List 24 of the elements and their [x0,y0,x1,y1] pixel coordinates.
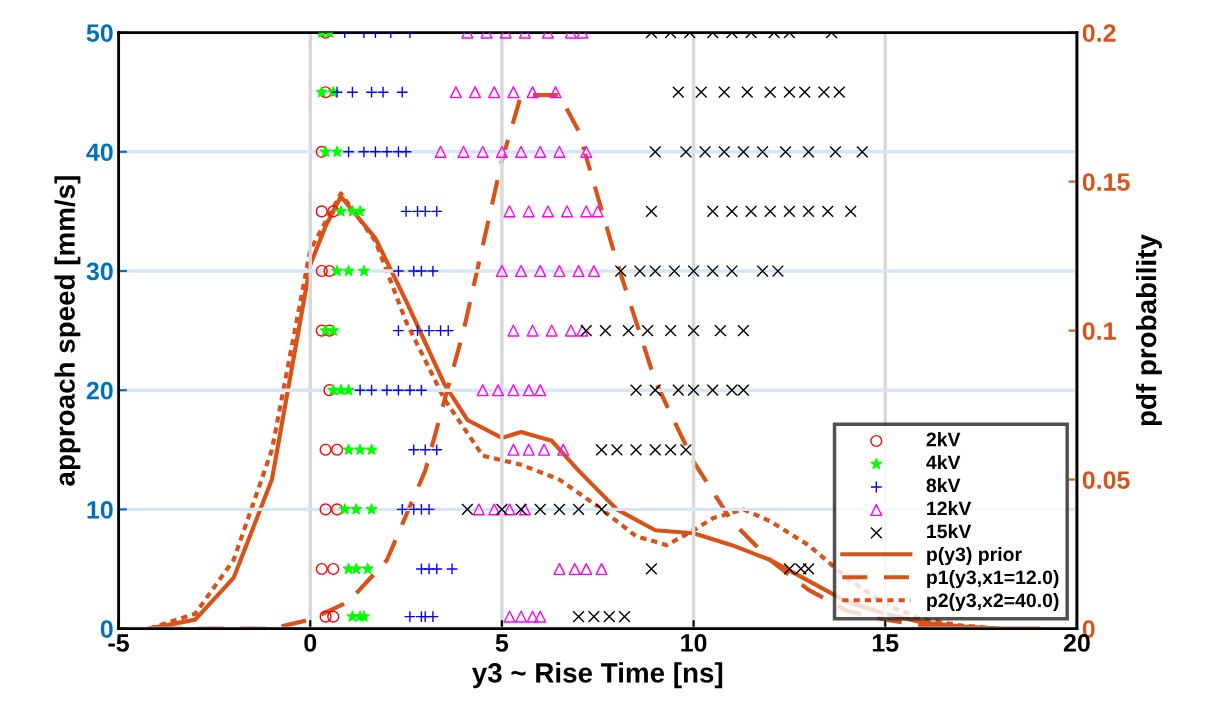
legend-label: 4kV [926,455,961,470]
legend-label: 12kV [927,501,972,516]
y-tick-label: 40 [86,143,113,162]
legend-label: 15kV [927,523,972,539]
y2-tick-label: 0.15 [1082,173,1130,191]
x-tick-label: 5 [495,634,509,652]
y2-tick-label: 0.05 [1082,471,1130,489]
legend-label: 2kV [926,432,961,447]
y-tick-label: 20 [86,381,113,400]
legend-label: p1(y3,x1=12.0) [927,569,1059,589]
x-tick-label: 10 [681,634,707,652]
y-axis-title: approach speed [mm/s] [54,176,81,486]
legend-label: p(y3) prior [927,546,1022,566]
y-tick-label: 10 [87,500,113,519]
y-tick-label: 50 [86,24,113,42]
y2-tick-label: 0.2 [1082,24,1116,42]
legend-label: 8kV [926,478,961,493]
x-tick-label: 0 [304,634,317,652]
x-axis-title: y3 ~ Rise Time [ns] [472,662,723,689]
y2-tick-label: 0.1 [1082,322,1116,340]
y2-axis-title: pdf probability [1135,234,1162,426]
legend-label: p2(y3,x2=40.0) [927,592,1059,612]
y-tick-label: 30 [86,262,113,281]
x-tick-label: 15 [872,634,899,652]
